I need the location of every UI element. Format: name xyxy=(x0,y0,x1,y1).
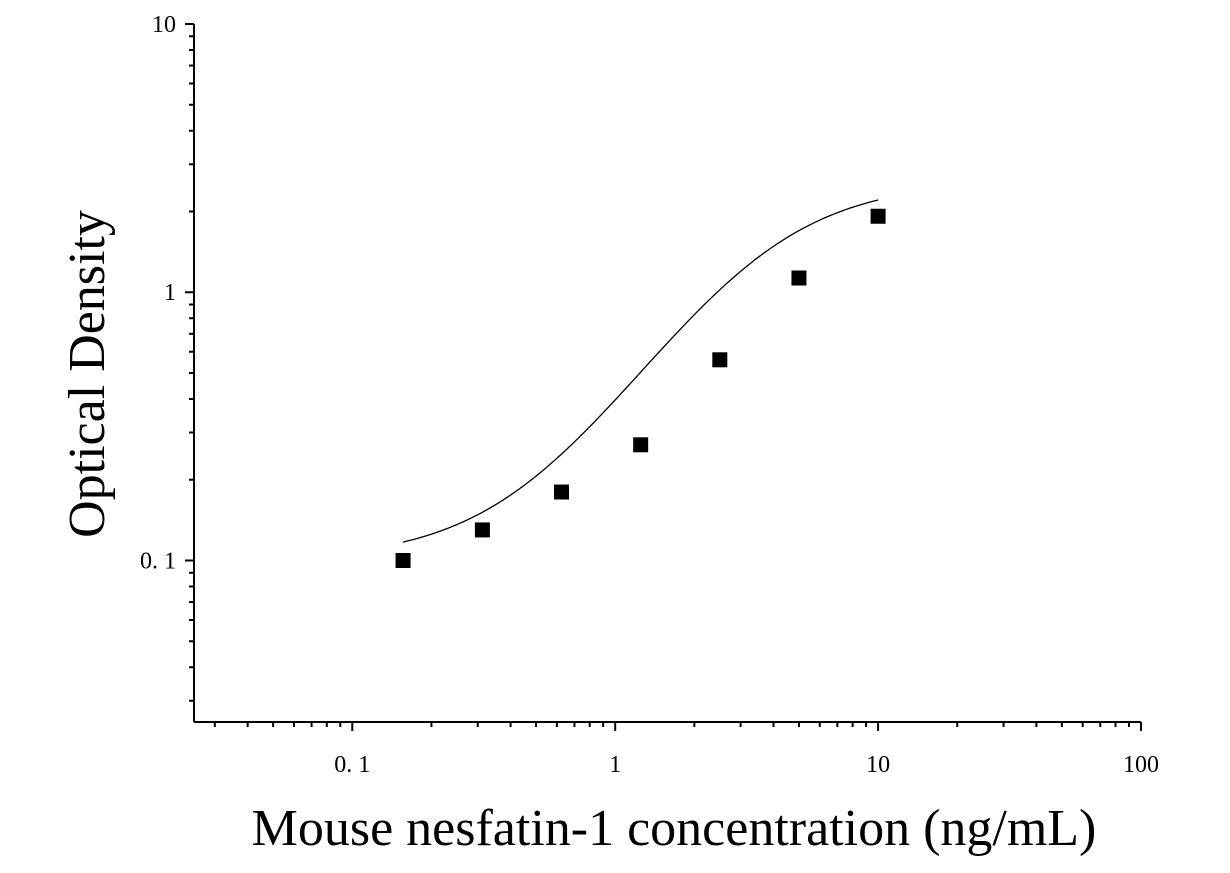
fit-curve-layer xyxy=(402,199,879,543)
y-tick-label: 1 xyxy=(164,280,176,306)
data-point xyxy=(474,522,490,538)
x-tick-label: 0. 1 xyxy=(334,752,370,778)
y-axis-title: Optical Density xyxy=(59,210,116,538)
axes xyxy=(193,24,1141,723)
data-point xyxy=(870,208,886,224)
data-point xyxy=(791,270,807,286)
x-tick-label: 10 xyxy=(866,752,890,778)
x-tick-label: 100 xyxy=(1123,752,1159,778)
data-points xyxy=(395,208,886,568)
x-tick-label: 1 xyxy=(609,752,621,778)
fit-curve-line xyxy=(402,199,879,543)
x-ticks: 0. 1 1 10 100 xyxy=(213,722,1159,778)
data-point xyxy=(554,484,570,500)
data-point xyxy=(395,552,411,568)
data-point xyxy=(712,352,728,368)
data-point xyxy=(633,437,649,453)
x-axis-title: Mouse nesfatin-1 concentration (ng/mL) xyxy=(252,800,1097,857)
y-ticks: 0. 1 1 10 xyxy=(140,12,194,702)
y-tick-label: 0. 1 xyxy=(140,548,176,574)
y-tick-label: 10 xyxy=(152,12,176,38)
